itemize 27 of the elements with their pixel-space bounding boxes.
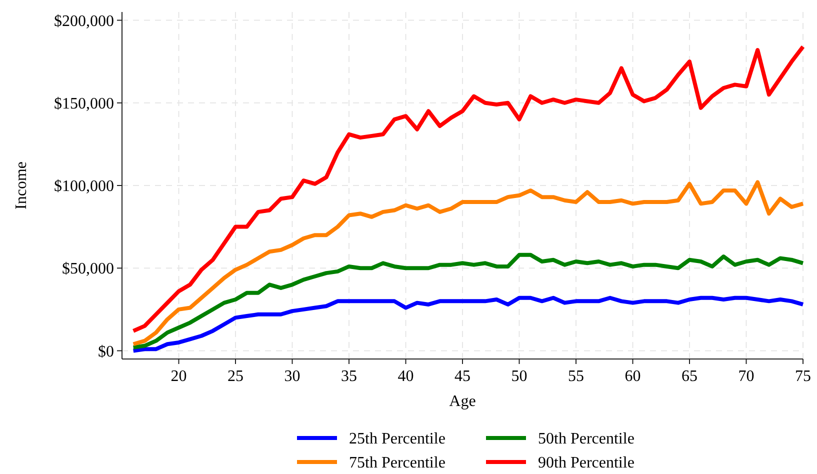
x-tick-label: 40 [398,368,414,385]
x-tick-label: 50 [511,368,528,385]
line-series [131,180,805,346]
x-tick-label: 75 [795,368,811,385]
x-tick-label: 65 [682,368,698,385]
y-tick-label: $100,000 [54,178,114,196]
y-tick-label: $0 [98,343,114,360]
line-series [131,252,805,350]
y-tick-label: $150,000 [54,95,114,112]
y-tick-label: $50,000 [62,260,114,278]
x-tick-label: 20 [170,368,187,385]
line-series [131,44,805,333]
y-tick-label: $200,000 [54,12,114,30]
x-tick-label: 25 [228,368,244,385]
x-tick-label: 55 [568,368,584,385]
x-tick-label: 45 [454,368,470,385]
x-tick-label: 35 [341,368,357,385]
y-axis-title: Income [13,162,30,210]
legend-label: 90th Percentile [538,454,634,472]
x-tick-label: 70 [738,368,754,385]
legend-label: 50th Percentile [538,430,634,448]
x-tick-label: 60 [624,368,641,385]
legend-label: 75th Percentile [349,454,446,472]
legend-label: 25th Percentile [349,430,446,448]
line-series [131,296,805,353]
x-axis-title: Age [449,393,476,410]
x-tick-label: 30 [284,368,300,385]
